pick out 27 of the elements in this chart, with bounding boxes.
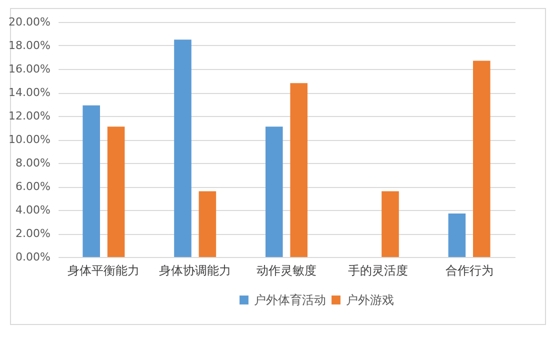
y-tick-label: 6.00% <box>16 180 50 193</box>
y-tick-label: 14.00% <box>8 86 50 99</box>
y-tick-label: 18.00% <box>8 39 50 52</box>
bar <box>174 40 192 257</box>
y-tick-label: 0.00% <box>16 250 50 264</box>
y-tick-label: 20.00% <box>8 16 50 28</box>
bar <box>473 60 490 257</box>
bar <box>382 191 399 257</box>
y-tick-label: 2.00% <box>16 227 50 240</box>
bar <box>107 126 125 257</box>
x-tick-label: 合作行为 <box>445 264 494 278</box>
y-tick-label: 8.00% <box>16 156 50 170</box>
bar <box>82 105 100 257</box>
y-tick-label: 12.00% <box>8 110 50 122</box>
bar <box>290 83 308 257</box>
bar <box>266 126 283 257</box>
y-tick-label: 16.00% <box>8 62 50 76</box>
bar <box>198 191 216 257</box>
legend-label: 户外游戏 <box>346 293 394 307</box>
y-tick-label: 10.00% <box>8 133 50 146</box>
x-tick-label: 动作灵敏度 <box>256 264 316 278</box>
bar <box>448 214 466 257</box>
legend-label: 户外体育活动 <box>254 293 326 307</box>
x-tick-label: 身体协调能力 <box>159 264 232 278</box>
x-tick-label: 身体平衡能力 <box>68 264 140 278</box>
y-tick-label: 4.00% <box>16 204 50 216</box>
x-tick-label: 手的灵活度 <box>348 264 408 278</box>
